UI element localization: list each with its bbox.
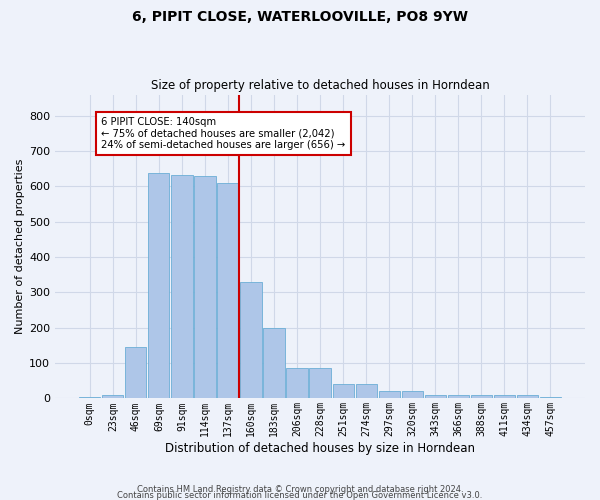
- Title: Size of property relative to detached houses in Horndean: Size of property relative to detached ho…: [151, 79, 490, 92]
- Bar: [310, 368, 331, 398]
- Text: Contains public sector information licensed under the Open Government Licence v3: Contains public sector information licen…: [118, 490, 482, 500]
- Bar: [217, 183, 239, 398]
- Bar: [79, 396, 100, 398]
- Bar: [425, 395, 446, 398]
- Bar: [494, 395, 515, 398]
- Bar: [470, 395, 492, 398]
- Bar: [448, 395, 469, 398]
- Y-axis label: Number of detached properties: Number of detached properties: [15, 159, 25, 334]
- Bar: [194, 176, 215, 398]
- Text: 6, PIPIT CLOSE, WATERLOOVILLE, PO8 9YW: 6, PIPIT CLOSE, WATERLOOVILLE, PO8 9YW: [132, 10, 468, 24]
- Bar: [356, 384, 377, 398]
- X-axis label: Distribution of detached houses by size in Horndean: Distribution of detached houses by size …: [165, 442, 475, 455]
- Bar: [241, 282, 262, 399]
- Bar: [286, 368, 308, 398]
- Bar: [379, 390, 400, 398]
- Bar: [540, 396, 561, 398]
- Bar: [263, 328, 284, 398]
- Text: 6 PIPIT CLOSE: 140sqm
← 75% of detached houses are smaller (2,042)
24% of semi-d: 6 PIPIT CLOSE: 140sqm ← 75% of detached …: [101, 117, 346, 150]
- Bar: [102, 395, 124, 398]
- Bar: [517, 395, 538, 398]
- Bar: [332, 384, 353, 398]
- Bar: [172, 175, 193, 398]
- Bar: [148, 173, 169, 398]
- Text: Contains HM Land Registry data © Crown copyright and database right 2024.: Contains HM Land Registry data © Crown c…: [137, 484, 463, 494]
- Bar: [125, 347, 146, 399]
- Bar: [401, 390, 423, 398]
